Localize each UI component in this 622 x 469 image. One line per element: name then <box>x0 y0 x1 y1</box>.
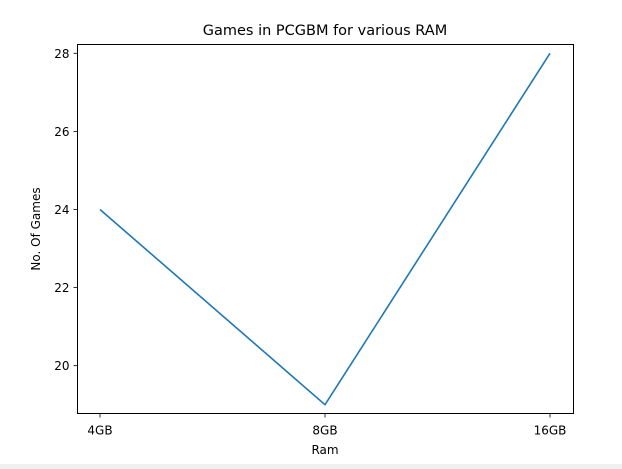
plot-area <box>77 44 574 414</box>
y-tick-label: 20 <box>54 359 69 373</box>
series-line-0 <box>99 52 551 406</box>
y-tick-label: 26 <box>54 125 69 139</box>
y-tick-label: 24 <box>54 203 69 217</box>
x-tick-label: 8GB <box>312 424 337 438</box>
y-axis-label: No. Of Games <box>29 187 43 270</box>
window-bottom-edge <box>0 464 622 469</box>
x-axis-label: Ram <box>311 443 338 457</box>
y-axis-ticks: 20 22 24 26 28 <box>54 47 78 373</box>
x-tick-label: 16GB <box>534 424 567 438</box>
series-layer <box>99 52 551 406</box>
axes-frame <box>77 44 574 414</box>
x-axis-ticks: 4GB 8GB 16GB <box>87 413 567 438</box>
x-tick-label: 4GB <box>87 424 112 438</box>
y-tick-label: 22 <box>54 281 69 295</box>
y-tick-label: 28 <box>54 47 69 61</box>
chart-title: Games in PCGBM for various RAM <box>203 23 447 39</box>
